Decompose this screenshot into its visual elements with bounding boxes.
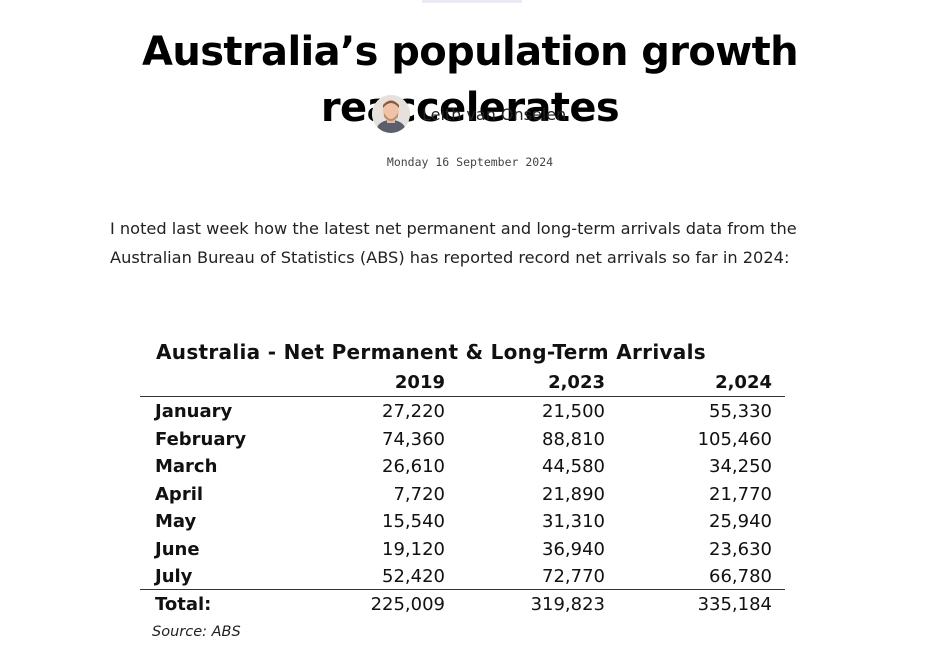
- table-source: Source: ABS: [152, 624, 241, 640]
- month-cell: May: [155, 511, 197, 532]
- publish-date: Monday 16 September 2024: [386, 155, 554, 169]
- author-photo-icon: [372, 95, 410, 133]
- value-cell: 55,330: [709, 401, 772, 422]
- table-row: April 7,720 21,890 21,770: [140, 481, 820, 509]
- value-cell: 23,630: [709, 539, 772, 560]
- table-title: Australia - Net Permanent & Long-Term Ar…: [156, 340, 706, 364]
- value-cell: 88,810: [542, 429, 605, 450]
- value-cell: 15,540: [382, 511, 445, 532]
- month-cell: June: [155, 539, 200, 560]
- value-cell: 36,940: [542, 539, 605, 560]
- value-cell: 25,940: [709, 511, 772, 532]
- table-total-rule: [140, 589, 785, 590]
- author-name[interactable]: Leith van Onselen: [422, 104, 567, 124]
- year-header-2019: 2019: [394, 372, 445, 393]
- value-cell: 21,500: [542, 401, 605, 422]
- total-value-2024: 335,184: [697, 594, 772, 615]
- author-avatar[interactable]: [372, 95, 410, 133]
- value-cell: 19,120: [382, 539, 445, 560]
- table-row: February 74,360 88,810 105,460: [140, 426, 820, 454]
- value-cell: 31,310: [542, 511, 605, 532]
- table-top-rule: [140, 396, 785, 397]
- year-header-2023: 2,023: [548, 372, 605, 393]
- value-cell: 21,770: [709, 484, 772, 505]
- value-cell: 7,720: [393, 484, 445, 505]
- value-cell: 27,220: [382, 401, 445, 422]
- month-cell: July: [155, 566, 193, 587]
- table-row: June 19,120 36,940 23,630: [140, 536, 820, 564]
- total-value-2023: 319,823: [530, 594, 605, 615]
- month-cell: January: [155, 401, 233, 422]
- value-cell: 105,460: [697, 429, 772, 450]
- table-row: January 27,220 21,500 55,330: [140, 398, 820, 426]
- article-title: Australia’s population growth reaccelera…: [141, 29, 799, 131]
- intro-paragraph: I noted last week how the latest net per…: [110, 219, 797, 267]
- table-row: July 52,420 72,770 66,780: [140, 563, 820, 591]
- month-cell: February: [155, 429, 247, 450]
- table-total-row: Total: 225,009 319,823 335,184: [140, 591, 820, 619]
- value-cell: 26,610: [382, 456, 445, 477]
- value-cell: 52,420: [382, 566, 445, 587]
- value-cell: 66,780: [709, 566, 772, 587]
- value-cell: 72,770: [542, 566, 605, 587]
- total-value-2019: 225,009: [370, 594, 445, 615]
- year-header-2024: 2,024: [715, 372, 772, 393]
- table-row: May 15,540 31,310 25,940: [140, 508, 820, 536]
- author-byline[interactable]: Leith van Onselen: [372, 94, 566, 134]
- value-cell: 74,360: [382, 429, 445, 450]
- top-edge-bar: [422, 0, 522, 3]
- table-row: March 26,610 44,580 34,250: [140, 453, 820, 481]
- month-cell: March: [155, 456, 218, 477]
- total-label: Total:: [155, 594, 212, 615]
- value-cell: 44,580: [542, 456, 605, 477]
- month-cell: April: [155, 484, 204, 505]
- value-cell: 21,890: [542, 484, 605, 505]
- value-cell: 34,250: [709, 456, 772, 477]
